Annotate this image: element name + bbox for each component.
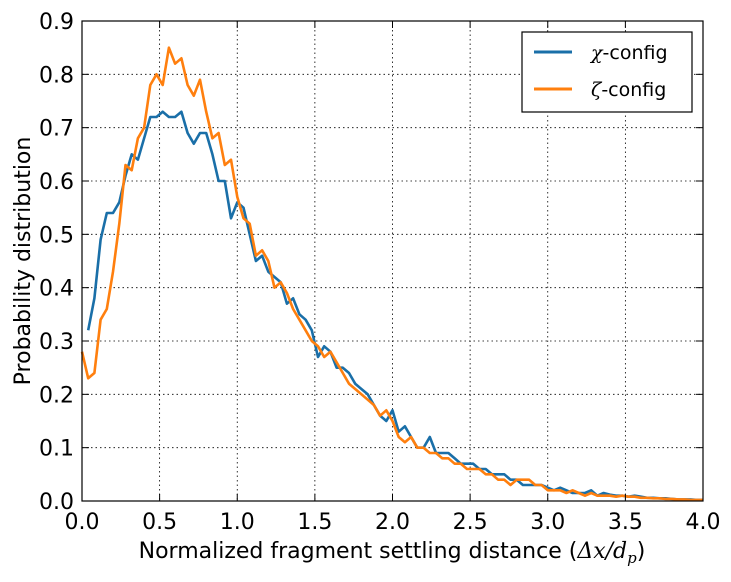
series-line-zeta	[80, 46, 703, 502]
legend-box	[521, 31, 693, 113]
x-tick-label: 0.5	[142, 510, 177, 535]
y-tick-label: 0.4	[39, 277, 74, 302]
x-tick-label: 4.0	[686, 510, 721, 535]
legend-symbol-zeta: ζ	[591, 79, 603, 101]
y-tick-label: 0.5	[39, 223, 74, 248]
x-axis-label-math: Δx/d	[576, 539, 627, 564]
ticks	[81, 20, 704, 502]
legend: χ-config ζ-config	[521, 31, 693, 113]
x-tick-label: 1.0	[220, 510, 255, 535]
x-tick-label: 1.5	[297, 510, 332, 535]
series-layer	[80, 46, 703, 502]
y-tick-labels: 0.0 0.1 0.2 0.3 0.4 0.5 0.6 0.7 0.8 0.9	[39, 10, 74, 515]
x-tick-label: 3.0	[530, 510, 565, 535]
x-axis-label: Normalized fragment settling distance (Δ…	[139, 539, 646, 567]
x-tick-label: 2.5	[453, 510, 488, 535]
x-tick-label: 2.0	[375, 510, 410, 535]
y-tick-label: 0.9	[39, 10, 74, 35]
y-tick-label: 0.6	[39, 170, 74, 195]
legend-label-zeta: ζ-config	[591, 79, 666, 101]
x-tick-label: 3.5	[608, 510, 643, 535]
x-axis-label-close: )	[637, 539, 646, 564]
legend-symbol-chi: χ	[589, 42, 604, 64]
x-tick-labels: 0.0 0.5 1.0 1.5 2.0 2.5 3.0 3.5 4.0	[65, 510, 721, 535]
legend-label-chi: χ-config	[589, 42, 668, 64]
series-line-chi	[86, 110, 703, 502]
y-tick-label: 0.8	[39, 63, 74, 88]
y-tick-label: 0.1	[39, 437, 74, 462]
y-axis-label: Probability distribution	[11, 137, 36, 386]
legend-text-zeta: -config	[601, 79, 666, 101]
x-tick-label: 0.0	[65, 510, 100, 535]
legend-text-chi: -config	[603, 42, 668, 64]
x-axis-label-subscript: p	[627, 549, 637, 567]
y-tick-label: 0.0	[39, 490, 74, 515]
x-axis-label-text: Normalized fragment settling distance (	[139, 539, 578, 564]
y-tick-label: 0.7	[39, 117, 74, 142]
y-tick-label: 0.3	[39, 330, 74, 355]
y-tick-label: 0.2	[39, 383, 74, 408]
